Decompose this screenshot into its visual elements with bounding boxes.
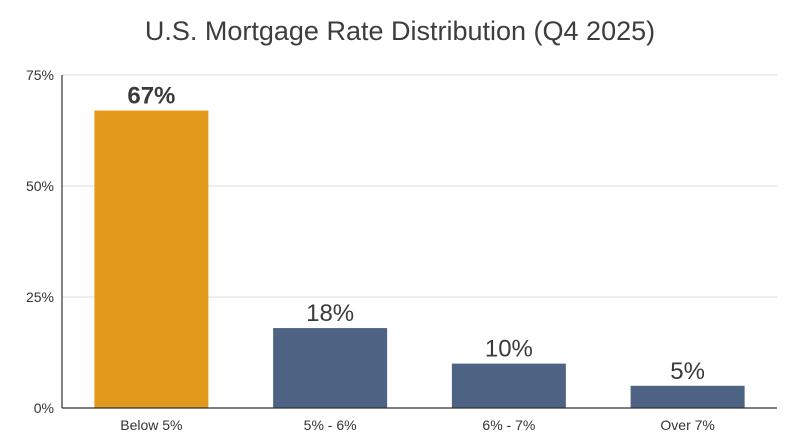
chart-title: U.S. Mortgage Rate Distribution (Q4 2025… — [144, 16, 656, 46]
y-tick-label: 25% — [26, 289, 54, 305]
data-label: 67% — [127, 83, 175, 110]
bar — [630, 385, 745, 408]
y-tick-label: 0% — [34, 400, 54, 416]
data-label: 5% — [670, 358, 705, 385]
y-tick-label: 50% — [26, 178, 54, 194]
x-tick-label: 6% - 7% — [482, 417, 535, 433]
bar — [273, 328, 388, 408]
data-label: 10% — [485, 336, 533, 363]
x-tick-label: Below 5% — [120, 417, 182, 433]
bar — [451, 363, 566, 408]
y-tick-label: 75% — [26, 67, 54, 83]
data-label: 18% — [306, 300, 354, 327]
x-tick-label: Over 7% — [660, 417, 714, 433]
x-tick-label: 5% - 6% — [304, 417, 357, 433]
bar — [94, 110, 209, 409]
